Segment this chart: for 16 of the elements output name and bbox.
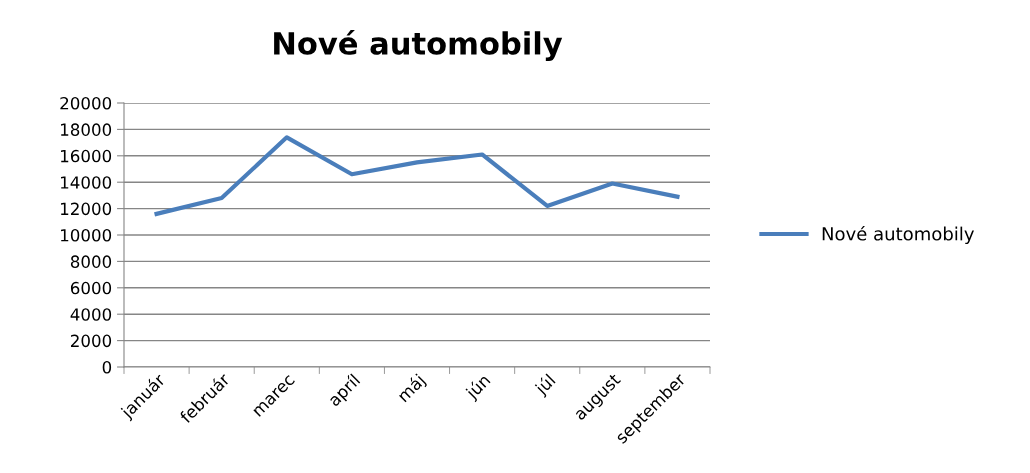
y-tick-label: 6000 — [70, 281, 112, 295]
line-series — [154, 135, 680, 216]
y-tick-label: 16000 — [61, 149, 112, 163]
y-tick-label: 20000 — [60, 96, 112, 110]
chart-title: Nové automobily — [274, 30, 563, 62]
y-tick-label: 8000 — [70, 255, 112, 268]
y-tick-label: 10000 — [61, 228, 112, 242]
y-tick-label: 4000 — [70, 308, 112, 321]
x-tick-label: jún — [463, 372, 493, 403]
y-tick-label: 0 — [102, 360, 112, 374]
legend-label: Nové automobily — [822, 225, 974, 245]
y-tick-label: 14000 — [61, 176, 112, 189]
y-tick-label: 12000 — [61, 202, 112, 216]
x-tick-label: júl — [532, 372, 558, 398]
y-tick-label: 2000 — [71, 334, 112, 348]
y-tick-label: 18000 — [61, 123, 112, 136]
